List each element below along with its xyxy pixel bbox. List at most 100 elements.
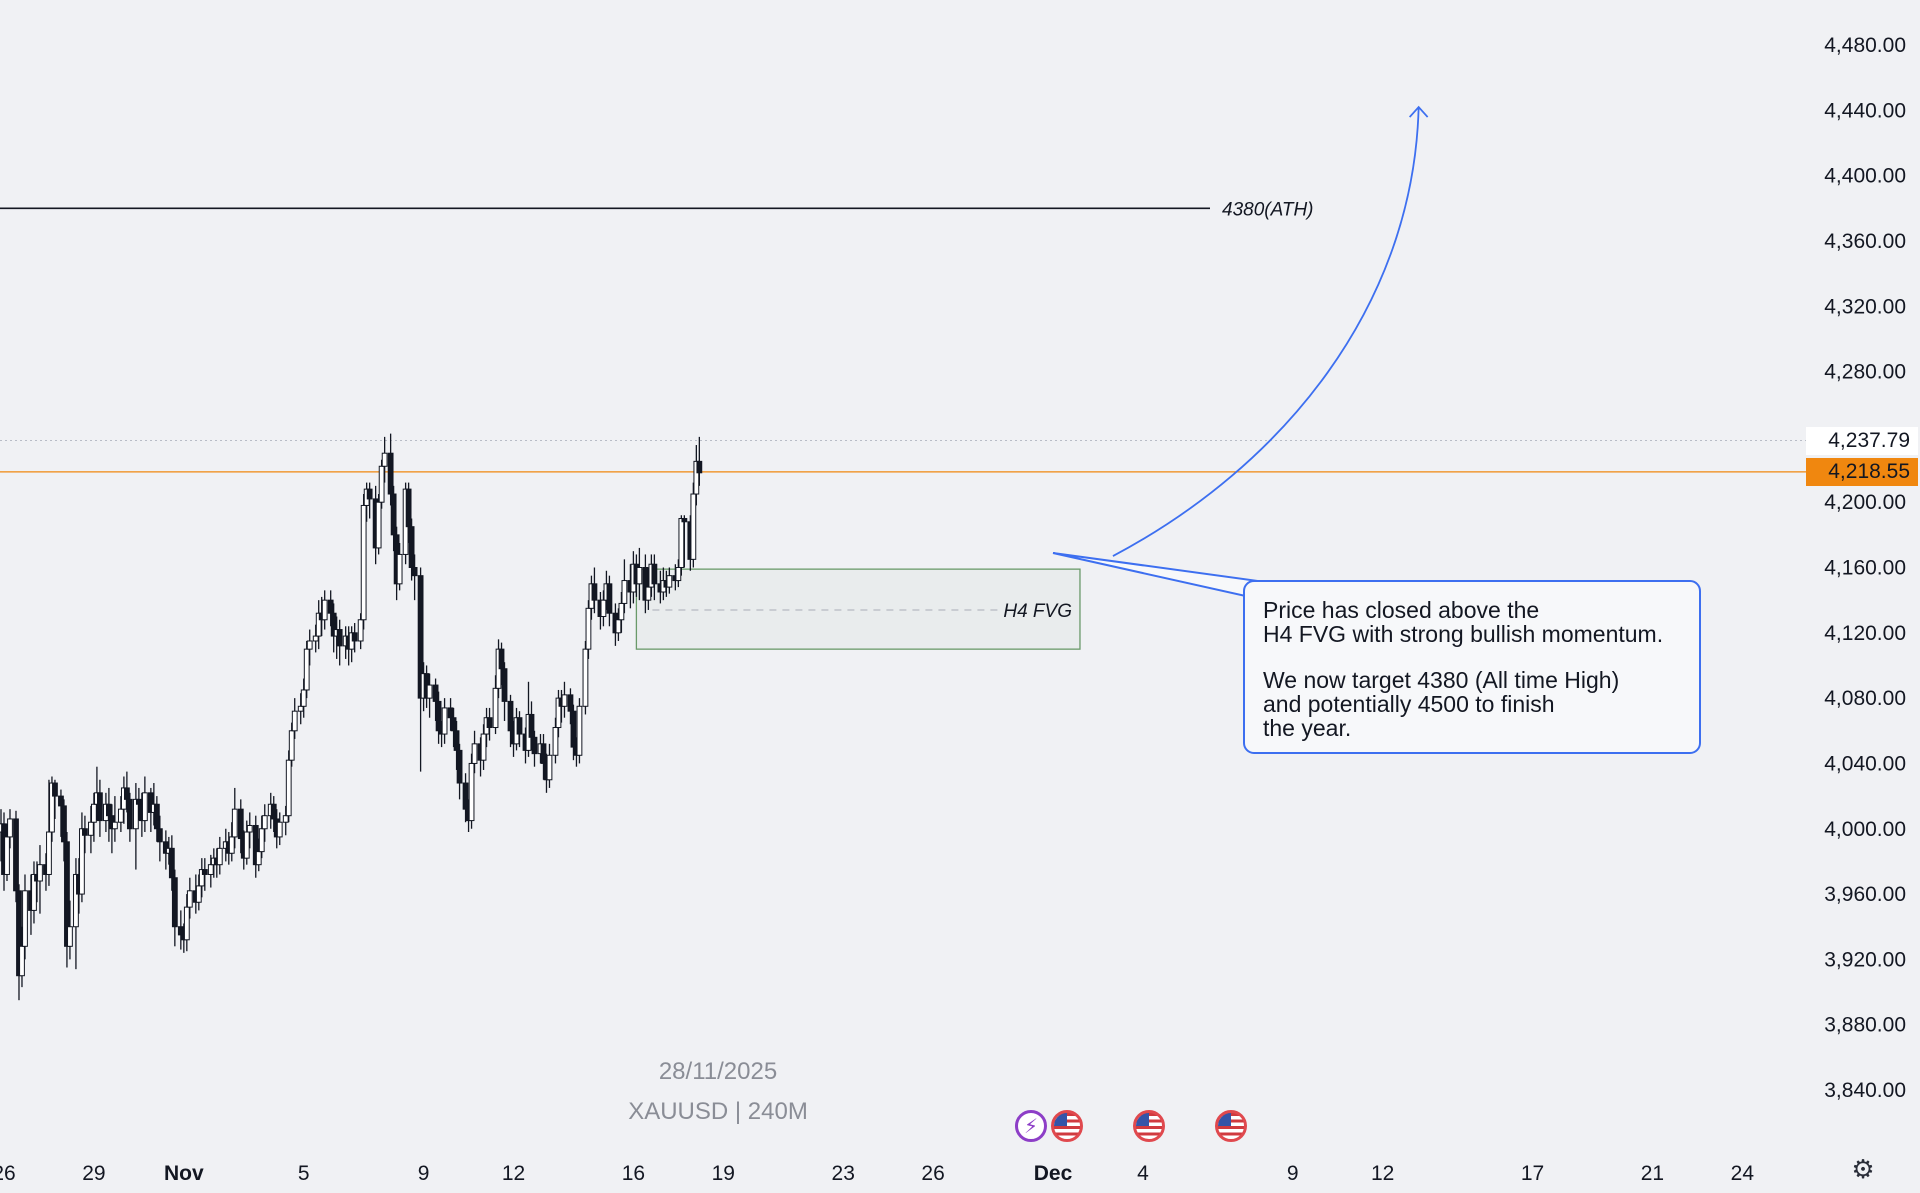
candle-body-down	[58, 795, 64, 807]
candle-body-up	[618, 602, 625, 621]
fvg-label: H4 FVG	[1003, 601, 1072, 622]
candle	[82, 815, 88, 854]
candle-body-down	[168, 847, 175, 879]
candle-body-up	[261, 815, 268, 830]
candle	[177, 910, 184, 950]
candle-body-up	[546, 754, 553, 781]
fvg-box[interactable]	[635, 568, 1081, 650]
last-price-label: 4,218.55	[1806, 458, 1918, 486]
candle-body-down	[405, 488, 412, 528]
candle-body-down	[156, 828, 163, 843]
candle-body-up	[468, 762, 475, 822]
candle	[288, 722, 295, 767]
high-price-label: 4,237.79	[1806, 427, 1918, 455]
candle	[387, 433, 394, 506]
candle-body-down	[432, 684, 439, 702]
candle	[405, 482, 412, 544]
candle-body-up	[396, 553, 403, 585]
candle-body-down	[651, 563, 658, 585]
candle-body-up	[231, 808, 238, 838]
candle	[570, 704, 577, 761]
candle-body-down	[106, 803, 112, 817]
candle-body-up	[375, 501, 382, 549]
candle-body-up	[585, 607, 592, 650]
candle-body-up	[357, 619, 364, 642]
price-axis-tick: 4,360.00	[1824, 230, 1906, 253]
time-axis-tick: 5	[298, 1162, 310, 1185]
candle-body-up	[303, 648, 310, 691]
candle	[171, 869, 178, 947]
candle-body-down	[456, 749, 463, 784]
candle-body-up	[288, 730, 295, 761]
candle	[315, 600, 322, 650]
candle	[360, 494, 367, 630]
fvg-zone[interactable]: H4 FVG	[635, 568, 1081, 650]
candle	[168, 835, 175, 891]
candle	[16, 884, 22, 1001]
time-axis[interactable]: 26 29 Nov 5 9 12 16 19 23 26 Dec 4 9 12 17 21 24	[0, 1162, 1754, 1185]
candle-body-up	[282, 815, 289, 823]
lightning-event-icon[interactable]: ⚡	[1015, 1110, 1047, 1142]
candle-body-up	[666, 575, 673, 588]
price-axis-tick: 4,160.00	[1824, 557, 1906, 580]
candle-body-down	[123, 787, 130, 800]
price-axis[interactable]: 4,480.00 4,440.00 4,400.00 4,360.00 4,320.00…	[1824, 34, 1906, 1102]
candle	[456, 743, 463, 800]
candle	[501, 662, 508, 721]
candle	[582, 640, 589, 715]
candle	[336, 619, 343, 666]
projection-arrow-curve[interactable]	[1112, 107, 1420, 557]
price-axis-tick: 4,320.00	[1824, 295, 1906, 318]
candle-body-down	[507, 700, 514, 732]
analysis-callout[interactable]: Price has closed above the H4 FVG with s…	[1243, 580, 1701, 754]
candle	[366, 482, 373, 519]
candle-body-down	[516, 717, 523, 735]
candle	[375, 494, 382, 555]
candle	[186, 877, 193, 919]
candle-body-down	[237, 808, 244, 840]
candle-body-up	[300, 689, 307, 707]
callout-paragraph-1: Price has closed above the H4 FVG with s…	[1263, 597, 1664, 647]
time-axis-tick: 19	[712, 1162, 735, 1185]
candle	[621, 559, 628, 614]
candle-body-up	[37, 864, 43, 882]
projection-arrow[interactable]	[1112, 105, 1429, 557]
time-axis-tick: 26	[0, 1162, 16, 1185]
candle	[276, 812, 283, 846]
us-flag-event-icon[interactable]	[1133, 1110, 1165, 1142]
candle	[546, 743, 553, 788]
candle	[64, 832, 70, 968]
candle-body-down	[126, 798, 133, 830]
ath-level[interactable]: 4380(ATH)	[0, 199, 1314, 220]
candle	[468, 753, 475, 829]
gear-icon[interactable]: ⚙	[1851, 1155, 1875, 1185]
candle-body-up	[183, 906, 190, 941]
candle-body-down	[606, 583, 613, 614]
time-axis-tick: 12	[1371, 1162, 1394, 1185]
candle	[606, 575, 613, 627]
candle-body-up	[378, 465, 385, 503]
candle	[528, 701, 535, 751]
candle	[201, 858, 208, 891]
candle	[636, 547, 643, 601]
candle-body-up	[111, 821, 118, 830]
candle	[681, 515, 688, 568]
candle	[37, 845, 43, 914]
candle-body-down	[177, 926, 184, 936]
candle	[516, 711, 523, 748]
candle	[246, 812, 253, 849]
candle-body-up	[441, 707, 448, 735]
candle	[46, 779, 52, 886]
candle-body-up	[4, 836, 10, 875]
us-flag-event-icon[interactable]	[1215, 1110, 1247, 1142]
time-axis-tick: 16	[622, 1162, 645, 1185]
us-flag-event-icon[interactable]	[1051, 1110, 1083, 1142]
candle	[132, 783, 139, 870]
candle	[471, 730, 478, 774]
candle	[591, 567, 598, 614]
candle-body-down	[327, 599, 334, 614]
candle-body-down	[270, 803, 277, 820]
price-axis-tick: 4,280.00	[1824, 361, 1906, 384]
candles-layer	[0, 433, 703, 1001]
